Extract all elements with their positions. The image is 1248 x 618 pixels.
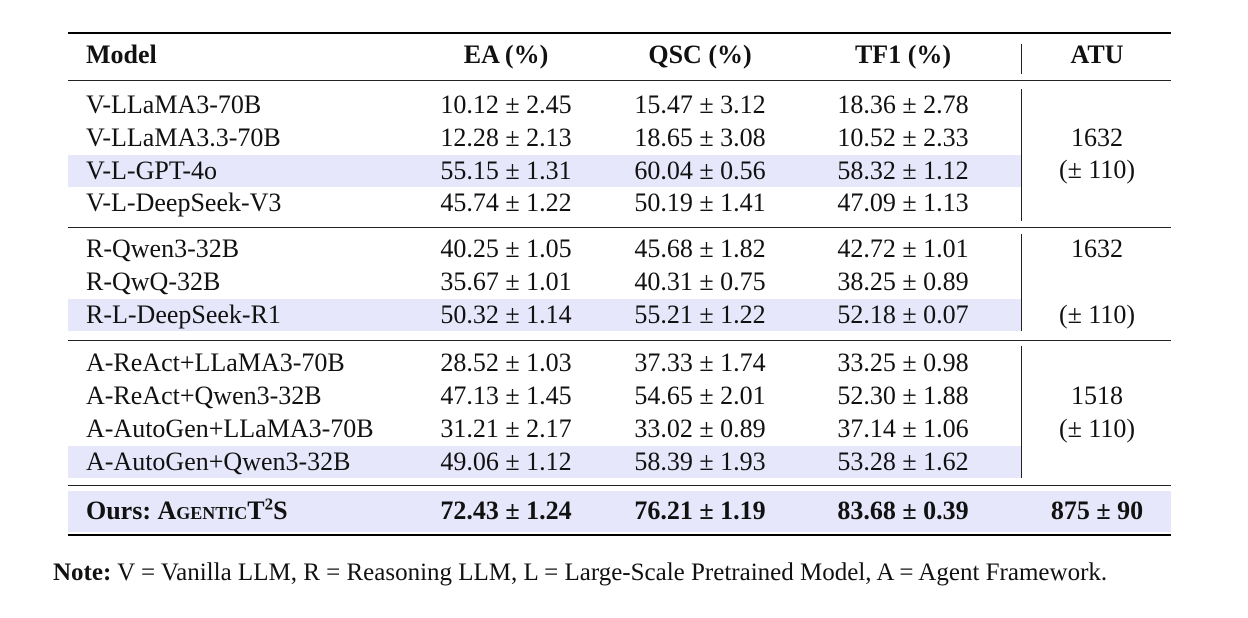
row-ea: 40.25 ± 1.05 [440, 234, 572, 263]
bottom-rule [68, 534, 1171, 536]
highlight-row-ours [68, 491, 1171, 532]
row-tf1: 47.09 ± 1.13 [837, 188, 969, 217]
row-ea: 12.28 ± 2.13 [440, 123, 572, 152]
ours-name: AgenticT [157, 496, 265, 525]
row-qsc: 33.02 ± 0.89 [634, 414, 766, 443]
row-qsc: 45.68 ± 1.82 [634, 234, 766, 263]
row-qsc: 54.65 ± 2.01 [634, 381, 766, 410]
row-model: V-L-GPT-4o [86, 156, 217, 185]
row-tf1: 53.28 ± 1.62 [837, 447, 969, 476]
row-ea: 10.12 ± 2.45 [440, 90, 572, 119]
highlight-row [68, 446, 1021, 478]
row-model: A-ReAct+LLaMA3-70B [86, 348, 345, 377]
ours-model: Ours: AgenticT2S [86, 495, 288, 527]
ours-qsc: 76.21 ± 1.19 [634, 496, 766, 525]
row-ea: 49.06 ± 1.12 [440, 447, 572, 476]
atu-std: (± 110) [1058, 155, 1136, 184]
row-tf1: 58.32 ± 1.12 [837, 156, 969, 185]
row-ea: 31.21 ± 2.17 [440, 414, 572, 443]
row-tf1: 37.14 ± 1.06 [837, 414, 969, 443]
row-model: V-LLaMA3-70B [86, 90, 262, 119]
row-qsc: 55.21 ± 1.22 [634, 300, 766, 329]
row-tf1: 52.30 ± 1.88 [837, 381, 969, 410]
atu-divider [1021, 89, 1022, 221]
row-ea: 35.67 ± 1.01 [440, 267, 572, 296]
row-tf1: 38.25 ± 0.89 [837, 267, 969, 296]
group-rule [68, 227, 1171, 228]
highlight-row [68, 155, 1021, 187]
header-atu: ATU [1070, 40, 1124, 69]
row-qsc: 37.33 ± 1.74 [634, 348, 766, 377]
top-rule [68, 32, 1171, 34]
note-label: Note: [53, 559, 112, 586]
highlight-row [68, 299, 1021, 331]
header-model: Model [86, 40, 157, 69]
note-text: V = Vanilla LLM, R = Reasoning LLM, L = … [111, 559, 1108, 586]
row-ea: 28.52 ± 1.03 [440, 348, 572, 377]
group-rule [68, 340, 1171, 341]
row-qsc: 50.19 ± 1.41 [634, 188, 766, 217]
ours-atu: 875 ± 90 [1050, 496, 1144, 525]
row-ea: 45.74 ± 1.22 [440, 188, 572, 217]
ours-tf1: 83.68 ± 0.39 [837, 496, 969, 525]
table-note: Note: V = Vanilla LLM, R = Reasoning LLM… [53, 558, 1107, 588]
ours-suffix: S [273, 496, 288, 525]
header-tf1: TF1 (%) [854, 40, 952, 69]
row-model: R-Qwen3-32B [86, 234, 240, 263]
header-divider [1021, 44, 1022, 74]
row-qsc: 60.04 ± 0.56 [634, 156, 766, 185]
ours-sup: 2 [264, 494, 274, 514]
row-tf1: 18.36 ± 2.78 [837, 90, 969, 119]
ours-rule-top [68, 485, 1171, 486]
header-rule [68, 80, 1171, 81]
row-model: A-AutoGen+LLaMA3-70B [86, 414, 374, 443]
atu-std: (± 110) [1058, 300, 1136, 329]
row-tf1: 33.25 ± 0.98 [837, 348, 969, 377]
header-ea: EA (%) [463, 40, 549, 69]
atu-value: 1632 [1071, 234, 1123, 263]
row-tf1: 10.52 ± 2.33 [837, 123, 969, 152]
row-qsc: 15.47 ± 3.12 [634, 90, 766, 119]
row-ea: 47.13 ± 1.45 [440, 381, 572, 410]
row-ea: 55.15 ± 1.31 [440, 156, 572, 185]
row-model: A-ReAct+Qwen3-32B [86, 381, 322, 410]
row-model: R-L-DeepSeek-R1 [86, 300, 281, 329]
atu-value: 1518 [1071, 381, 1123, 410]
atu-divider [1021, 346, 1022, 478]
ours-prefix: Ours: [86, 496, 151, 525]
row-tf1: 52.18 ± 0.07 [837, 300, 969, 329]
row-qsc: 40.31 ± 0.75 [634, 267, 766, 296]
row-model: V-LLaMA3.3-70B [86, 123, 281, 152]
row-tf1: 42.72 ± 1.01 [837, 234, 969, 263]
atu-divider [1021, 234, 1022, 331]
row-model: R-QwQ-32B [86, 267, 221, 296]
row-model: A-AutoGen+Qwen3-32B [86, 447, 351, 476]
atu-value: 1632 [1071, 123, 1123, 152]
row-qsc: 58.39 ± 1.93 [634, 447, 766, 476]
header-qsc: QSC (%) [648, 40, 752, 69]
ours-ea: 72.43 ± 1.24 [440, 496, 572, 525]
atu-std: (± 110) [1058, 414, 1136, 443]
row-ea: 50.32 ± 1.14 [440, 300, 572, 329]
row-qsc: 18.65 ± 3.08 [634, 123, 766, 152]
row-model: V-L-DeepSeek-V3 [86, 188, 282, 217]
